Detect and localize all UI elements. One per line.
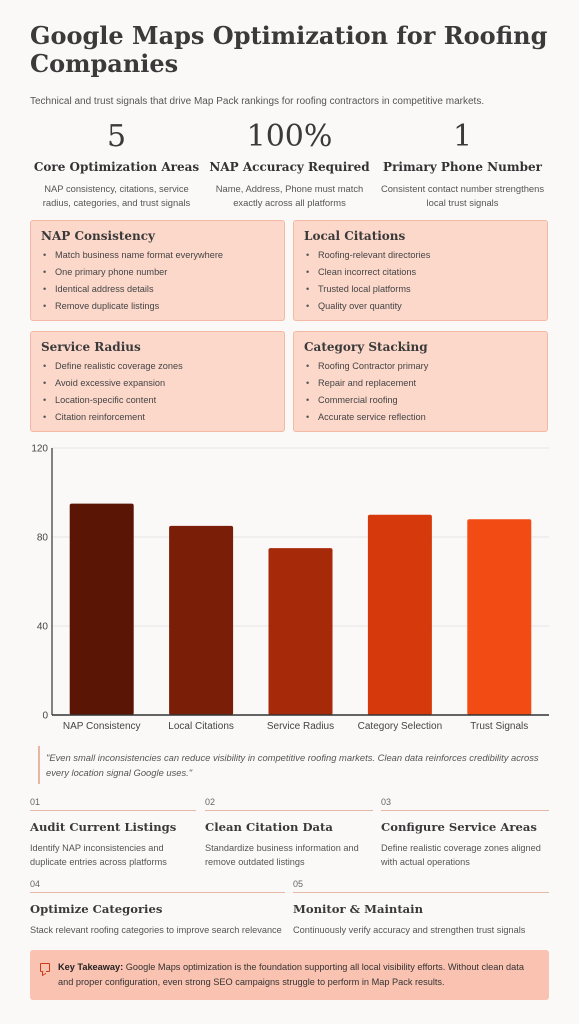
takeaway-text: Google Maps optimization is the foundati…: [58, 962, 524, 987]
step-title: Optimize Categories: [30, 902, 163, 916]
card-title: Local Citations: [304, 229, 406, 243]
x-tick-label: NAP Consistency: [63, 721, 141, 732]
list-item: Roofing Contractor primary: [304, 360, 537, 377]
card-list: Match business name format everywhere On…: [41, 249, 274, 317]
stat-label: Primary Phone Number: [383, 160, 542, 174]
step-desc: Stack relevant roofing categories to imp…: [30, 925, 282, 935]
list-item: Trusted local platforms: [304, 283, 537, 300]
step-title: Configure Service Areas: [381, 820, 537, 834]
key-takeaway: Key Takeaway: Google Maps optimization i…: [30, 950, 549, 1000]
bar-nap-consistency: [69, 503, 134, 715]
stats-row: 5 Core Optimization Areas NAP consistenc…: [30, 118, 549, 218]
list-item: Roofing-relevant directories: [304, 249, 537, 266]
stat-value: 5: [106, 119, 127, 154]
card-service-radius: Service Radius Define realistic coverage…: [30, 331, 285, 432]
list-item: Citation reinforcement: [41, 411, 274, 428]
x-tick-label: Local Citations: [168, 721, 234, 732]
list-item: Commercial roofing: [304, 394, 537, 411]
bar-trust-signals: [467, 519, 532, 715]
stat-value: 100%: [246, 119, 333, 154]
step-number: 02: [205, 797, 373, 811]
card-list: Roofing Contractor primary Repair and re…: [304, 360, 537, 428]
step-title: Audit Current Listings: [30, 820, 177, 834]
card-list: Roofing-relevant directories Clean incor…: [304, 249, 537, 317]
step-desc: Standardize business information and rem…: [205, 843, 359, 867]
y-tick-label: 80: [37, 533, 49, 544]
list-item: Define realistic coverage zones: [41, 360, 274, 377]
card-title: NAP Consistency: [41, 229, 156, 243]
card-title: Service Radius: [41, 340, 141, 354]
stat-nap-accuracy: 100% NAP Accuracy Required Name, Address…: [203, 118, 376, 210]
list-item: Identical address details: [41, 283, 274, 300]
step-title: Monitor & Maintain: [293, 902, 424, 916]
bar-local-citations: [169, 525, 234, 715]
x-tick-label: Trust Signals: [470, 721, 528, 732]
step-title: Clean Citation Data: [205, 820, 333, 834]
card-title: Category Stacking: [304, 340, 428, 354]
card-local-citations: Local Citations Roofing-relevant directo…: [293, 220, 548, 321]
step-number: 03: [381, 797, 549, 811]
stat-desc: NAP consistency, citations, service radi…: [42, 183, 191, 208]
stat-phone-number: 1 Primary Phone Number Consistent contac…: [376, 118, 549, 210]
bar-category-selection: [367, 514, 432, 715]
quote-block: "Even small inconsistencies can reduce v…: [38, 746, 550, 784]
card-list: Define realistic coverage zones Avoid ex…: [41, 360, 274, 428]
step-audit: 01 Audit Current Listings Identify NAP i…: [30, 797, 196, 869]
step-desc: Identify NAP inconsistencies and duplica…: [30, 843, 167, 867]
page-subtitle: Technical and trust signals that drive M…: [30, 96, 485, 107]
y-tick-label: 0: [42, 711, 48, 722]
card-nap-consistency: NAP Consistency Match business name form…: [30, 220, 285, 321]
bar-chart: 0 40 80 120 NAP Consistency Local Citations Se…: [31, 444, 549, 732]
stat-desc: Name, Address, Phone must match exactly …: [215, 183, 364, 208]
stat-desc: Consistent contact number strengthens lo…: [380, 183, 545, 208]
stat-label: Core Optimization Areas: [33, 160, 200, 174]
y-tick-label: 40: [37, 622, 49, 633]
comment-icon: [40, 963, 50, 972]
stat-core-areas: 5 Core Optimization Areas NAP consistenc…: [30, 118, 203, 210]
step-number: 05: [293, 879, 549, 893]
list-item: One primary phone number: [41, 266, 274, 283]
step-monitor: 05 Monitor & Maintain Continuously verif…: [293, 879, 549, 937]
stat-label: NAP Accuracy Required: [209, 160, 370, 174]
card-category-stacking: Category Stacking Roofing Contractor pri…: [293, 331, 548, 432]
y-tick-label: 120: [31, 444, 48, 455]
list-item: Match business name format everywhere: [41, 249, 274, 266]
list-item: Accurate service reflection: [304, 411, 537, 428]
step-categories: 04 Optimize Categories Stack relevant ro…: [30, 879, 285, 937]
step-clean-citations: 02 Clean Citation Data Standardize busin…: [205, 797, 373, 869]
step-desc: Continuously verify accuracy and strengt…: [293, 925, 526, 935]
step-desc: Define realistic coverage zones aligned …: [381, 843, 541, 867]
list-item: Quality over quantity: [304, 300, 537, 317]
takeaway-label: Key Takeaway:: [58, 962, 124, 972]
bar-service-radius: [268, 548, 333, 715]
list-item: Remove duplicate listings: [41, 300, 274, 317]
page-title: Google Maps Optimization for Roofing Com…: [30, 21, 548, 78]
step-service-areas: 03 Configure Service Areas Define realis…: [381, 797, 549, 869]
list-item: Repair and replacement: [304, 377, 537, 394]
list-item: Avoid excessive expansion: [41, 377, 274, 394]
list-item: Clean incorrect citations: [304, 266, 537, 283]
list-item: Location-specific content: [41, 394, 274, 411]
stat-value: 1: [452, 119, 473, 154]
x-tick-label: Service Radius: [267, 721, 334, 732]
x-tick-label: Category Selection: [358, 721, 443, 732]
step-number: 04: [30, 879, 285, 893]
step-number: 01: [30, 797, 196, 811]
